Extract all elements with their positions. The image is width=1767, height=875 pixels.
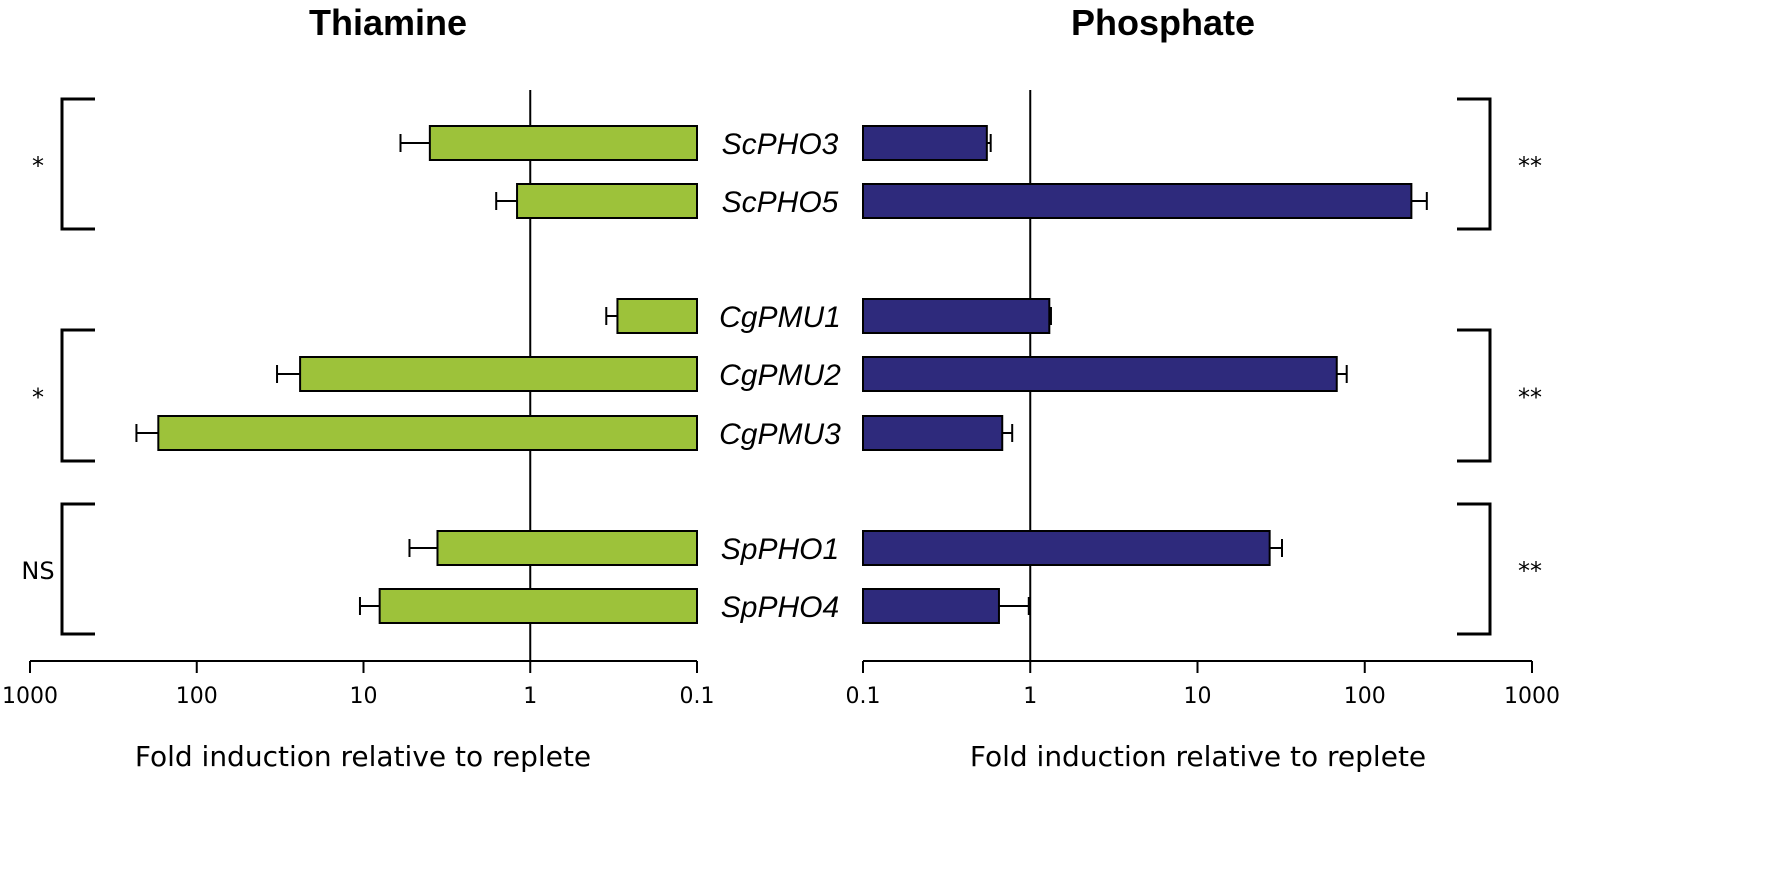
left-bar-cgpmu2 <box>299 356 698 392</box>
left-bar-cgpmu3 <box>157 415 699 451</box>
right-bar-scpho5 <box>862 183 1413 219</box>
left-x-tick-label: 0.1 <box>680 684 715 709</box>
gene-label-sppho4: SpPHO4 <box>721 591 839 624</box>
right-x-tick-label: 1 <box>1023 684 1037 709</box>
right-bar-scpho3 <box>862 125 988 161</box>
right-significance-label: ** <box>1518 557 1542 585</box>
left-bar-scpho5 <box>516 183 698 219</box>
gene-label-cgpmu1: CgPMU1 <box>719 301 841 334</box>
left-x-tick-label: 1 <box>523 684 537 709</box>
gene-label-scpho3: ScPHO3 <box>722 128 839 161</box>
left-bar-scpho3 <box>428 125 698 161</box>
right-bar-cgpmu1 <box>862 298 1051 334</box>
left-significance-label: NS <box>21 557 54 585</box>
gene-label-cgpmu2: CgPMU2 <box>719 359 841 392</box>
right-x-tick-label: 0.1 <box>846 684 881 709</box>
gene-label-sppho1: SpPHO1 <box>721 533 839 566</box>
left-bar-sppho4 <box>378 588 698 624</box>
left-bar-cgpmu1 <box>616 298 698 334</box>
right-bar-cgpmu2 <box>862 356 1338 392</box>
left-significance-bracket <box>60 502 95 636</box>
gene-labels: ScPHO3 ScPHO5 CgPMU1 CgPMU2 CgPMU3 SpPHO1 SpPH… <box>719 128 841 624</box>
right-bar-cgpmu3 <box>862 415 1004 451</box>
right-x-tick-label: 10 <box>1184 684 1212 709</box>
left-significance-label: * <box>32 152 44 180</box>
left-x-tick-label: 1000 <box>2 684 58 709</box>
left-x-tick-label: 10 <box>350 684 378 709</box>
left-panel: 1000 100 10 1 0.1 * * NS <box>2 90 715 709</box>
right-x-axis-title: Fold induction relative to replete <box>970 740 1426 773</box>
left-x-axis-title: Fold induction relative to replete <box>135 740 591 773</box>
right-bar-sppho4 <box>862 588 1000 624</box>
right-panel: 0.1 1 10 100 1000 ** ** ** <box>846 90 1560 709</box>
left-significance-label: * <box>32 384 44 412</box>
right-x-tick-label: 100 <box>1344 684 1386 709</box>
left-bar-sppho1 <box>436 530 698 566</box>
right-x-tick-label: 1000 <box>1504 684 1560 709</box>
right-significance-bracket <box>1457 97 1492 231</box>
left-x-tick-label: 100 <box>176 684 218 709</box>
gene-label-scpho5: ScPHO5 <box>722 186 839 219</box>
gene-label-cgpmu3: CgPMU3 <box>719 418 841 451</box>
left-chart-title: Thiamine <box>309 2 467 43</box>
right-chart-title: Phosphate <box>1071 2 1255 43</box>
right-significance-label: ** <box>1518 152 1542 180</box>
right-bar-sppho1 <box>862 530 1271 566</box>
right-significance-label: ** <box>1518 384 1542 412</box>
right-significance-bracket <box>1457 328 1492 463</box>
left-significance-bracket <box>60 97 95 231</box>
left-significance-bracket <box>60 328 95 463</box>
right-significance-bracket <box>1457 502 1492 636</box>
